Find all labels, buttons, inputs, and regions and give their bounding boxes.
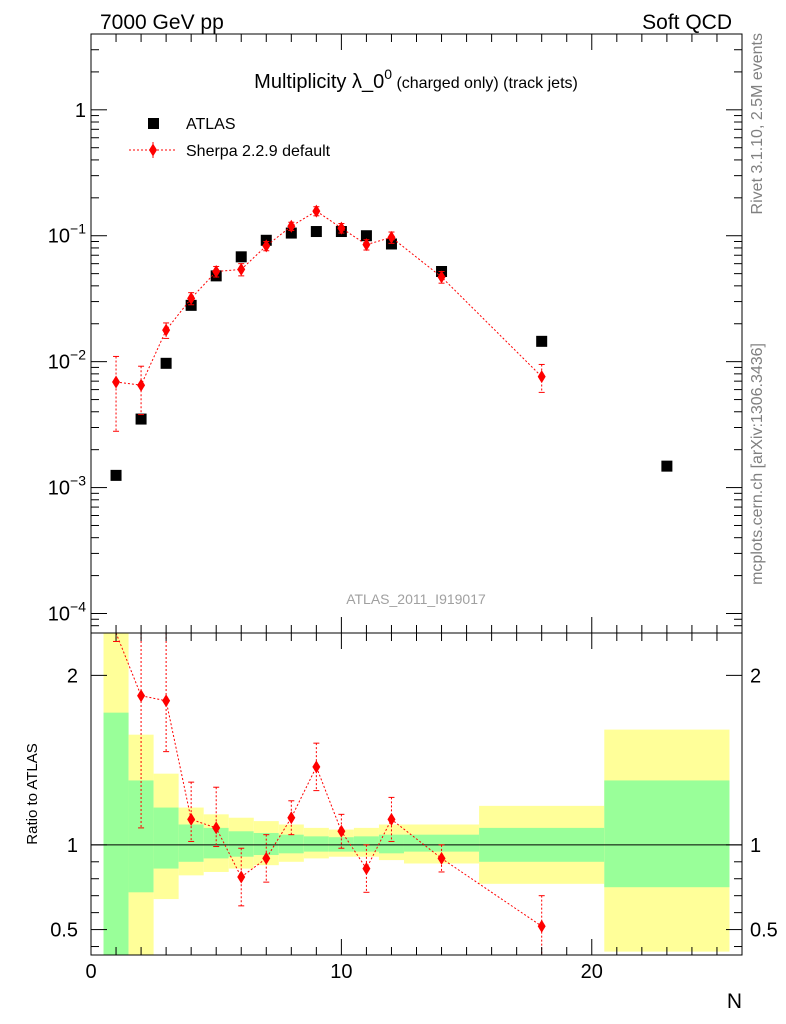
legend: ATLAS Sherpa 2.2.9 default (129, 116, 331, 160)
atlas-point (360, 230, 372, 242)
mc-inner-band (604, 780, 730, 888)
main-ytick-label-exp: −1 (70, 221, 86, 237)
header-right: Soft QCD (642, 11, 732, 34)
ratio-sherpa-point (137, 689, 146, 703)
main-ytick-label: 10−1 (48, 221, 86, 248)
mc-inner-band (378, 834, 404, 854)
ratio-ytick-label-left: 2 (67, 665, 78, 687)
main-ytick-label-base: 10 (48, 352, 70, 374)
atlas-point (310, 226, 322, 238)
ratio-ylabel: Ratio to ATLAS (24, 743, 41, 844)
x-axis-label: N (727, 990, 742, 1013)
ratio-sherpa-point (337, 824, 346, 838)
main-ytick-label: 10−4 (48, 598, 86, 625)
legend-sherpa-label: Sherpa 2.2.9 default (186, 143, 331, 160)
sherpa-point (312, 204, 321, 218)
rivet-label: Rivet 3.1.10, 2.5M events (749, 33, 766, 214)
sherpa-point (262, 239, 271, 253)
xtick-label: 0 (85, 961, 96, 983)
ratio-ytick-label-right: 2 (750, 665, 761, 687)
ratio-sherpa-line (115, 632, 542, 927)
sherpa-point (112, 375, 121, 389)
sherpa-point (212, 264, 221, 278)
atlas-point (235, 251, 247, 263)
main-ytick-label-exp: −3 (70, 473, 86, 489)
sherpa-point (237, 262, 246, 276)
main-title-suffix: (charged only) (track jets) (392, 75, 578, 92)
atlas-point (160, 357, 172, 369)
mc-inner-band (128, 780, 154, 893)
main-plot-content (110, 204, 673, 481)
sherpa-point (437, 270, 446, 284)
main-title: Multiplicity λ_00 (charged only) (track … (254, 66, 578, 93)
mc-inner-band (353, 836, 379, 852)
legend-sherpa-marker (149, 143, 157, 157)
mcplots-label: mcplots.cern.ch [arXiv:1306.3436] (749, 343, 766, 585)
ratio-plot-content (91, 632, 742, 955)
ratio-ytick-label-left: 1 (67, 835, 78, 857)
main-ytick-label-base: 10 (48, 226, 70, 248)
atlas-point (536, 335, 548, 347)
ratio-ytick-label-left: 0.5 (50, 920, 78, 942)
sherpa-point (537, 370, 546, 384)
xtick-label: 10 (330, 961, 352, 983)
main-ytick-label-exp: −2 (70, 347, 86, 363)
ratio-sherpa-point (162, 694, 171, 708)
sherpa-point (187, 291, 196, 305)
main-title-text: Multiplicity λ_0 (254, 71, 384, 93)
main-plot-panel: 10−410−310−210−11 Multiplicity λ_00 (cha… (48, 33, 743, 634)
atlas-point (661, 460, 673, 472)
ratio-sherpa-point (387, 812, 396, 826)
ratio-sherpa-point (312, 760, 321, 774)
main-ytick-label-base: 10 (48, 603, 70, 625)
mc-inner-band (278, 834, 304, 854)
header-left: 7000 GeV pp (100, 11, 224, 34)
sherpa-point (287, 219, 296, 233)
atlas-point (385, 238, 397, 250)
ratio-sherpa-point (537, 919, 546, 933)
main-ytick-label: 10−2 (48, 347, 86, 374)
main-ytick-label-exp: −4 (70, 598, 86, 614)
ratio-sherpa-point (212, 821, 221, 835)
main-ytick-label: 10−3 (48, 473, 86, 500)
ratio-plot-panel: 0.5 0.51 12 20 10 20 Ratio to ATLAS N (24, 632, 778, 1013)
analysis-watermark: ATLAS_2011_I919017 (346, 591, 486, 607)
legend-atlas-label: ATLAS (186, 116, 236, 133)
atlas-point (185, 299, 197, 311)
sherpa-point (362, 238, 371, 252)
atlas-point (135, 413, 147, 425)
main-axis-ticks: 10−410−310−210−11 (48, 33, 743, 634)
ratio-sherpa-point (362, 862, 371, 876)
atlas-point (110, 469, 122, 481)
sherpa-point (137, 378, 146, 392)
ratio-sherpa-point (437, 851, 446, 865)
legend-atlas-marker (148, 118, 159, 129)
sherpa-line (115, 210, 543, 386)
main-ytick-label: 1 (75, 100, 86, 122)
ratio-axis-ticks: 0.5 0.51 12 20 10 20 (50, 633, 778, 983)
main-ytick-label-base: 10 (48, 478, 70, 500)
mc-inner-band (103, 712, 129, 955)
sherpa-point (387, 230, 396, 244)
atlas-point (285, 227, 297, 239)
ratio-sherpa-point (287, 811, 296, 825)
ratio-sherpa-point (187, 812, 196, 826)
ratio-ytick-label-right: 0.5 (750, 920, 778, 942)
mc-inner-band (178, 824, 204, 862)
ratio-sherpa-point (237, 870, 246, 884)
sherpa-point (337, 221, 346, 235)
mc-inner-band (403, 834, 480, 852)
mc-inner-band (153, 807, 179, 869)
xtick-label: 20 (581, 961, 603, 983)
sherpa-point (162, 323, 171, 337)
ratio-ytick-label-right: 1 (750, 835, 761, 857)
main-title-sup: 0 (384, 66, 392, 82)
ratio-sherpa-point (262, 851, 271, 865)
mc-inner-band (303, 836, 329, 852)
